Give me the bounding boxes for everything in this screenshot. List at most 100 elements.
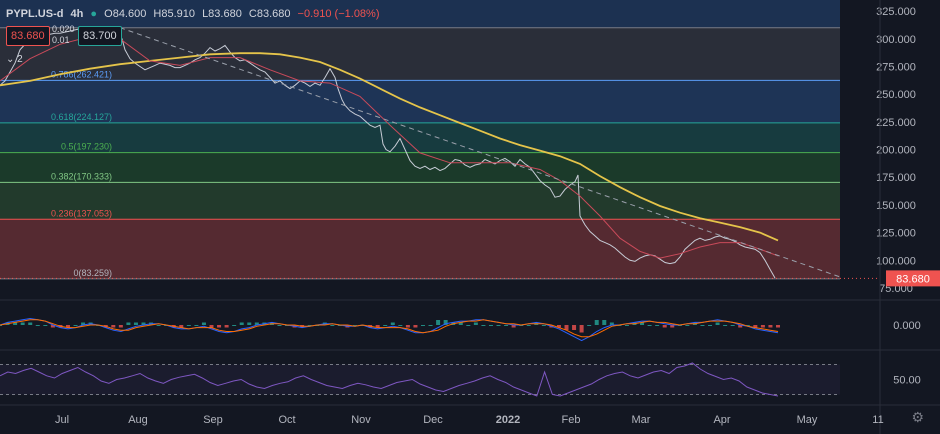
macd-histogram-bar [186,325,191,326]
price-tick-label: 275.000 [876,61,916,73]
current-price-badge [886,270,940,287]
macd-histogram-bar [73,325,78,326]
indicator-toggle[interactable]: ⌄ 2 [6,54,23,65]
macd-histogram-bar [458,322,463,325]
macd-histogram-bar [504,325,509,326]
price-tick-label: 200.000 [876,145,916,157]
macd-histogram-bar [194,325,199,326]
indicator-count: 2 [17,54,23,65]
buy-price-button[interactable]: 83.700 [78,26,122,46]
macd-histogram-bar [640,322,645,325]
macd-histogram-bar [43,325,48,326]
macd-histogram-bar [745,325,750,326]
macd-histogram-bar [20,322,25,325]
price-tick-label: 175.000 [876,172,916,184]
macd-histogram-bar [81,322,86,325]
fib-band [0,152,840,183]
macd-histogram-bar [201,322,206,325]
time-tick-label: Feb [562,414,581,426]
macd-histogram-bar [481,325,486,326]
ma_slow-line [0,52,779,242]
time-tick-label: May [797,414,818,426]
macd-signal-line [0,319,779,338]
time-tick-label: Mar [632,414,651,426]
macd-histogram-bar [383,325,388,326]
macd-histogram-bar [436,320,441,325]
macd-histogram-bar [556,325,561,328]
symbol-name[interactable]: PYPL.US-d [6,8,64,20]
macd-histogram-bar [50,325,55,328]
change-value: −0.910 (−1.08%) [297,8,380,20]
fib-level-label: 0.236(137.053) [51,208,112,218]
rsi-band [0,364,840,395]
ma_fast-line [0,36,779,259]
spread-bottom: 0.01 [52,35,70,45]
macd-histogram-bar [232,325,237,326]
chevron-down-icon: ⌄ [6,54,15,65]
fib-level-label: 0.786(262.421) [51,69,112,79]
fib-band [0,80,840,123]
macd-histogram-bar [353,325,358,326]
macd-axis-label: 0.000 [893,320,921,332]
macd-histogram-bar [420,325,425,326]
time-tick-label: Apr [713,414,730,426]
spread-value: 0.020 0.01 [52,24,75,46]
fib-band [0,27,840,81]
fib-level-label: 0(83.259) [73,268,112,278]
macd-histogram-bar [65,325,70,328]
macd-histogram-bar [209,325,214,328]
macd-histogram-bar [390,322,395,325]
macd-histogram-bar [28,322,33,325]
macd-histogram-bar [224,325,229,328]
price-tick-label: 325.000 [876,6,916,18]
macd-histogram-bar [496,325,501,326]
time-tick-label: 11 [872,414,883,426]
macd-histogram-bar [133,322,138,325]
macd-histogram-bar [685,325,690,326]
gear-icon[interactable]: ⚙ [911,409,924,425]
macd-histogram-bar [760,325,765,328]
macd-histogram-bar [217,325,222,328]
macd-histogram-bar [738,325,743,328]
macd-histogram-bar [587,325,592,326]
macd-histogram-bar [428,325,433,326]
price-tick-label: 125.000 [876,228,916,240]
high-value: H85.910 [153,8,195,20]
macd-histogram-bar [602,320,607,325]
macd-histogram-bar [247,322,252,325]
market-status-icon: ● [90,8,98,20]
macd-histogram-bar [141,322,146,325]
macd-histogram-bar [13,322,18,325]
fib-band-top [0,0,840,28]
macd-histogram-bar [662,325,667,328]
open-value: O84.600 [104,8,147,20]
interval-label[interactable]: 4h [70,8,84,20]
rsi-line [0,362,779,397]
macd-histogram-bar [405,325,410,328]
macd-histogram-bar [375,325,380,328]
macd-histogram-bar [594,320,599,325]
macd-histogram-bar [715,322,720,325]
macd-histogram-bar [398,325,403,326]
macd-histogram-bar [488,325,493,326]
macd-histogram-bar [700,325,705,326]
price-tick-label: 225.000 [876,117,916,129]
macd-histogram-bar [254,322,259,325]
macd-histogram-bar [443,320,448,325]
current-price-label: 83.680 [896,273,930,285]
macd-histogram-bar [753,325,758,328]
macd-histogram-bar [118,325,123,328]
fib-band [0,182,840,220]
macd-histogram-bar [526,325,531,326]
macd-histogram-bar [609,322,614,325]
macd-histogram-bar [239,322,244,325]
macd-histogram-bar [723,325,728,326]
fib-level-label: 0.618(224.127) [51,112,112,122]
macd-histogram-bar [277,325,282,326]
time-tick-label: Jul [55,414,69,426]
price-tick-label: 100.000 [876,255,916,267]
sell-price-button[interactable]: 83.680 [6,26,50,46]
macd-histogram-bar [624,325,629,326]
macd-histogram-bar [156,325,161,326]
